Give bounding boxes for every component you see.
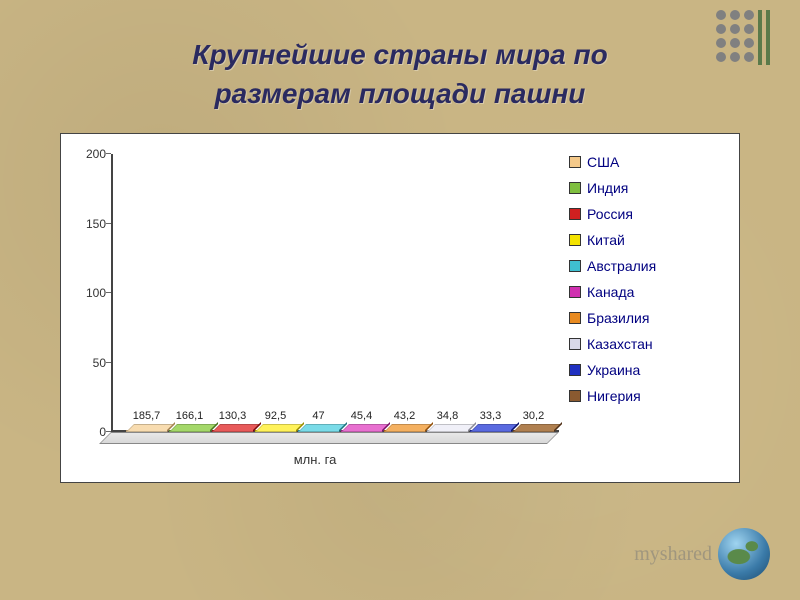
legend-label: Китай bbox=[587, 232, 625, 248]
legend-label: США bbox=[587, 154, 619, 170]
bar-value-label: 47 bbox=[312, 410, 324, 422]
legend-swatch bbox=[569, 286, 581, 298]
title-line-1: Крупнейшие страны мира по bbox=[192, 39, 607, 70]
bar-value-label: 92,5 bbox=[265, 410, 286, 422]
watermark: myshared bbox=[634, 528, 770, 580]
legend-item: Индия bbox=[569, 180, 729, 196]
axes: 050100150200 185,7166,1130,392,54745,443… bbox=[111, 154, 559, 432]
legend-item: Россия bbox=[569, 206, 729, 222]
legend-item: Украина bbox=[569, 362, 729, 378]
legend-swatch bbox=[569, 182, 581, 194]
legend-swatch bbox=[569, 364, 581, 376]
legend-label: Индия bbox=[587, 180, 628, 196]
bar-value-label: 34,8 bbox=[437, 410, 458, 422]
legend-label: Канада bbox=[587, 284, 634, 300]
legend-label: Казахстан bbox=[587, 336, 653, 352]
ytick-label: 0 bbox=[71, 425, 106, 439]
legend-swatch bbox=[569, 234, 581, 246]
legend-item: Казахстан bbox=[569, 336, 729, 352]
legend-item: США bbox=[569, 154, 729, 170]
legend-label: Бразилия bbox=[587, 310, 649, 326]
bar-value-label: 185,7 bbox=[133, 410, 161, 422]
watermark-text: myshared bbox=[634, 543, 712, 566]
ytick-label: 100 bbox=[71, 286, 106, 300]
x-axis-label: млн. га bbox=[61, 452, 569, 467]
bar-value-label: 30,2 bbox=[523, 410, 544, 422]
ytick-label: 200 bbox=[71, 147, 106, 161]
legend-item: Нигерия bbox=[569, 388, 729, 404]
ytick-label: 150 bbox=[71, 217, 106, 231]
legend: США Индия Россия Китай Австралия Канада Бразил… bbox=[569, 134, 739, 482]
chart-frame: 0 50 100 150 200 185,7 166,1 130,3 92,5 47 45,4 43… bbox=[60, 133, 740, 483]
legend-swatch bbox=[569, 208, 581, 220]
bar-value-label: 43,2 bbox=[394, 410, 415, 422]
bar-value-label: 130,3 bbox=[219, 410, 247, 422]
slide-title: Крупнейшие страны мира по размерам площа… bbox=[0, 0, 800, 123]
legend-item: Китай bbox=[569, 232, 729, 248]
ytick-label: 50 bbox=[71, 356, 106, 370]
bar-value-label: 33,3 bbox=[480, 410, 501, 422]
legend-swatch bbox=[569, 260, 581, 272]
legend-label: Украина bbox=[587, 362, 640, 378]
legend-label: Россия bbox=[587, 206, 633, 222]
title-line-2: размерам площади пашни bbox=[215, 78, 586, 109]
legend-swatch bbox=[569, 390, 581, 402]
legend-label: Нигерия bbox=[587, 388, 641, 404]
bars-container: 185,7 166,1 130,3 92,5 47 45,4 43,2 34,8 33,3 30,… bbox=[126, 154, 554, 432]
legend-item: Австралия bbox=[569, 258, 729, 274]
legend-item: Канада bbox=[569, 284, 729, 300]
legend-item: Бразилия bbox=[569, 310, 729, 326]
globe-icon bbox=[718, 528, 770, 580]
legend-label: Австралия bbox=[587, 258, 656, 274]
legend-swatch bbox=[569, 312, 581, 324]
bar-value-label: 45,4 bbox=[351, 410, 372, 422]
legend-swatch bbox=[569, 156, 581, 168]
plot-area: 0 50 100 150 200 185,7 166,1 130,3 92,5 47 45,4 43… bbox=[61, 134, 569, 482]
legend-swatch bbox=[569, 338, 581, 350]
bar-value-label: 166,1 bbox=[176, 410, 204, 422]
